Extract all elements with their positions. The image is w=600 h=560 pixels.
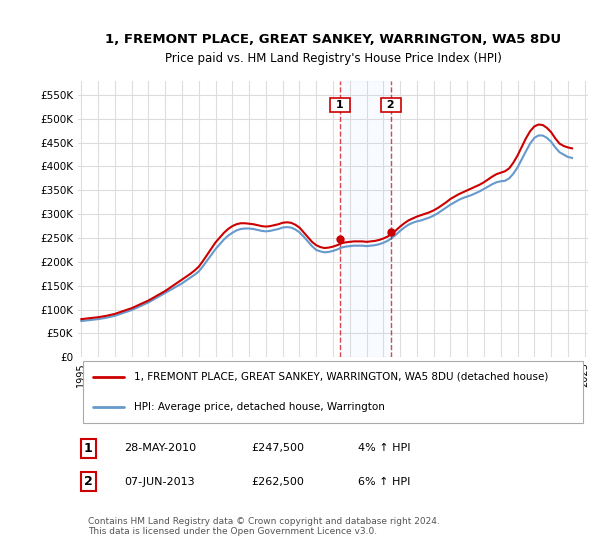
FancyBboxPatch shape (83, 361, 583, 423)
Text: Price paid vs. HM Land Registry's House Price Index (HPI): Price paid vs. HM Land Registry's House … (164, 52, 502, 65)
Text: 28-MAY-2010: 28-MAY-2010 (124, 444, 196, 454)
Text: 07-JUN-2013: 07-JUN-2013 (124, 477, 194, 487)
Bar (340, 81, 391, 357)
Text: 1, FREMONT PLACE, GREAT SANKEY, WARRINGTON, WA5 8DU (detached house): 1, FREMONT PLACE, GREAT SANKEY, WARRINGT… (134, 372, 548, 382)
Text: Contains HM Land Registry data © Crown copyright and database right 2024.
This d: Contains HM Land Registry data © Crown c… (88, 517, 440, 536)
Text: 2: 2 (84, 475, 92, 488)
Text: 2: 2 (383, 100, 398, 110)
Text: 1: 1 (332, 100, 347, 110)
Text: £247,500: £247,500 (251, 444, 304, 454)
Text: 1, FREMONT PLACE, GREAT SANKEY, WARRINGTON, WA5 8DU: 1, FREMONT PLACE, GREAT SANKEY, WARRINGT… (105, 32, 561, 46)
Text: HPI: Average price, detached house, Warrington: HPI: Average price, detached house, Warr… (134, 402, 385, 412)
Text: 4% ↑ HPI: 4% ↑ HPI (359, 444, 411, 454)
Text: 6% ↑ HPI: 6% ↑ HPI (359, 477, 411, 487)
Text: £262,500: £262,500 (251, 477, 304, 487)
Text: 1: 1 (84, 442, 92, 455)
